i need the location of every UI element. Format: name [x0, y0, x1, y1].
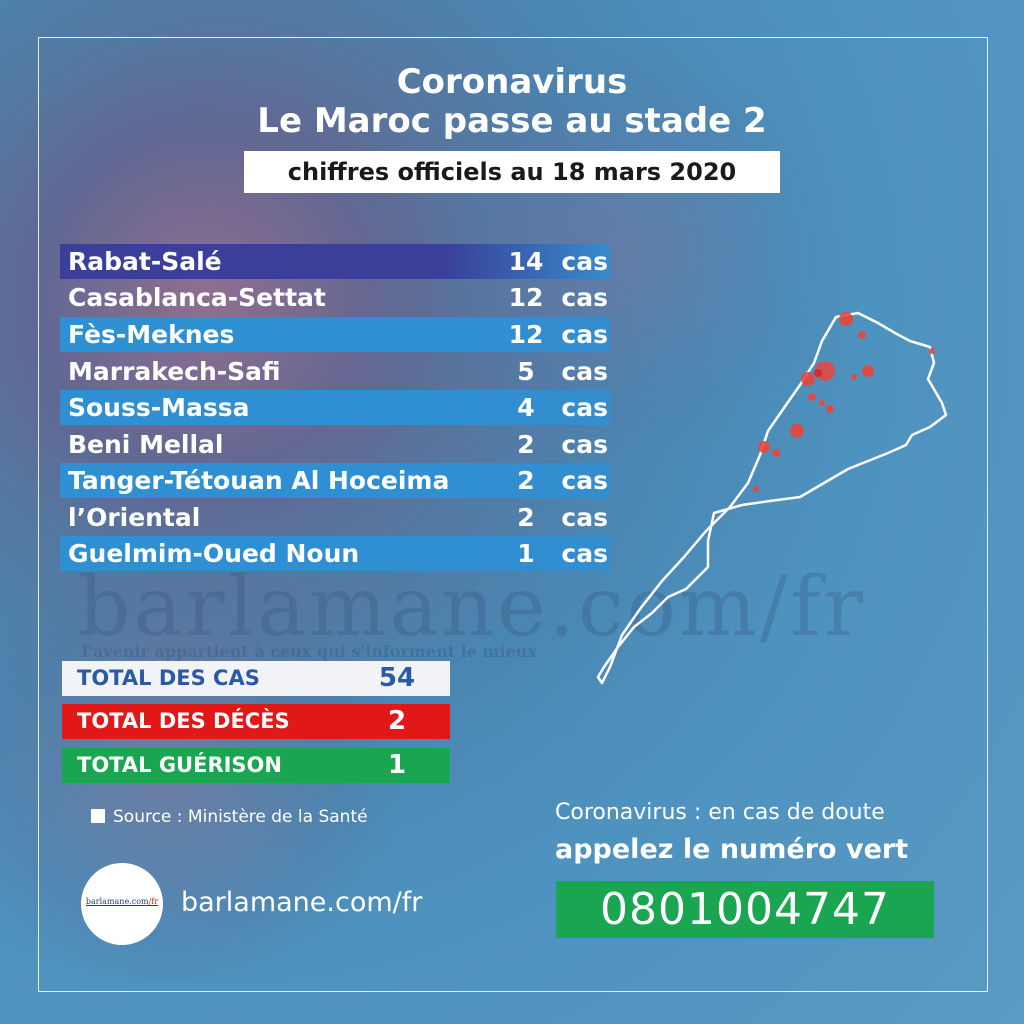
- region-case-unit: cas: [561, 466, 608, 495]
- region-case-count: 5: [517, 357, 535, 386]
- case-dot: [790, 424, 804, 438]
- help-line-1: Coronavirus : en cas de doute: [555, 800, 885, 825]
- region-case-count: 12: [508, 283, 544, 312]
- square-bullet-icon: [91, 809, 105, 823]
- region-name: Tanger-Tétouan Al Hoceima: [68, 466, 450, 495]
- case-dot: [839, 312, 853, 326]
- case-dot: [808, 393, 816, 401]
- region-case-unit: cas: [561, 503, 608, 532]
- region-row: Guelmim-Oued Noun 1 cas: [60, 536, 610, 571]
- website-link[interactable]: barlamane.com/fr: [181, 887, 423, 918]
- case-dot: [826, 405, 834, 413]
- total-deaths-label: TOTAL DES DÉCÈS: [77, 709, 290, 733]
- region-case-unit: cas: [561, 320, 608, 349]
- help-line-2: appelez le numéro vert: [555, 834, 909, 865]
- total-cases-label: TOTAL DES CAS: [77, 666, 260, 690]
- region-case-count: 14: [508, 247, 544, 276]
- date-subtitle: chiffres officiels au 18 mars 2020: [244, 151, 780, 193]
- region-row: Beni Mellal 2 cas: [60, 427, 610, 462]
- region-case-unit: cas: [561, 247, 608, 276]
- total-recovered-value: 1: [387, 750, 407, 780]
- headline-line-1: Coronavirus: [396, 62, 628, 102]
- case-dot: [758, 441, 770, 453]
- region-case-unit: cas: [561, 393, 608, 422]
- total-deaths-value: 2: [387, 706, 407, 736]
- total-recovered-label: TOTAL GUÉRISON: [77, 753, 282, 777]
- morocco-outline: [596, 311, 948, 685]
- case-dot: [929, 348, 935, 354]
- region-name: l’Oriental: [68, 503, 201, 532]
- region-row: Souss-Massa 4 cas: [60, 390, 610, 425]
- region-name: Souss-Massa: [68, 393, 250, 422]
- region-case-count: 2: [517, 503, 535, 532]
- white-border-frame: [38, 37, 988, 992]
- watermark-tagline: l'avenir appartient à ceux qui s'informe…: [82, 642, 537, 661]
- region-name: Rabat-Salé: [68, 247, 222, 276]
- case-dot: [862, 365, 874, 377]
- region-name: Casablanca-Settat: [68, 283, 326, 312]
- region-case-unit: cas: [561, 283, 608, 312]
- region-case-count: 4: [517, 393, 535, 422]
- region-row: l’Oriental 2 cas: [60, 500, 610, 535]
- logo-wordmark: barlamane.com/fr: [81, 897, 163, 906]
- source-text: Source : Ministère de la Santé: [113, 807, 368, 827]
- region-case-unit: cas: [561, 539, 608, 568]
- region-row: Marrakech-Safi 5 cas: [60, 354, 610, 389]
- total-cases-bar: TOTAL DES CAS 54: [62, 661, 450, 696]
- case-dot: [801, 372, 815, 386]
- region-case-unit: cas: [561, 357, 608, 386]
- case-dot: [814, 369, 822, 377]
- green-number-box[interactable]: 0801004747: [556, 881, 934, 938]
- case-dot: [819, 400, 825, 406]
- region-case-count: 1: [517, 539, 535, 568]
- region-name: Beni Mellal: [68, 430, 224, 459]
- logo-main-text: barlamane.com: [85, 897, 149, 906]
- region-row: Tanger-Tétouan Al Hoceima 2 cas: [60, 463, 610, 498]
- region-row: Rabat-Salé 14 cas: [60, 244, 610, 279]
- region-name: Marrakech-Safi: [68, 357, 281, 386]
- morocco-map: [596, 311, 948, 685]
- watermark-text: barlamane.com/fr: [78, 560, 866, 655]
- logo-suffix-text: /fr: [148, 897, 159, 906]
- total-cases-value: 54: [378, 663, 416, 693]
- region-row: Casablanca-Settat 12 cas: [60, 280, 610, 315]
- case-dot: [851, 374, 857, 380]
- total-deaths-bar: TOTAL DES DÉCÈS 2: [62, 704, 450, 739]
- region-name: Guelmim-Oued Noun: [68, 539, 360, 568]
- region-case-count: 2: [517, 466, 535, 495]
- case-dot: [753, 486, 759, 492]
- region-name: Fès-Meknes: [68, 320, 235, 349]
- case-dot: [772, 449, 780, 457]
- region-row: Fès-Meknes 12 cas: [60, 317, 610, 352]
- case-dot: [858, 331, 866, 339]
- headline-line-2: Le Maroc passe au stade 2: [257, 101, 767, 141]
- region-case-unit: cas: [561, 430, 608, 459]
- region-case-count: 2: [517, 430, 535, 459]
- source-note: Source : Ministère de la Santé: [91, 807, 368, 827]
- barlamane-logo: barlamane.com/fr: [81, 863, 163, 945]
- region-case-count: 12: [508, 320, 544, 349]
- total-recovered-bar: TOTAL GUÉRISON 1: [62, 748, 450, 783]
